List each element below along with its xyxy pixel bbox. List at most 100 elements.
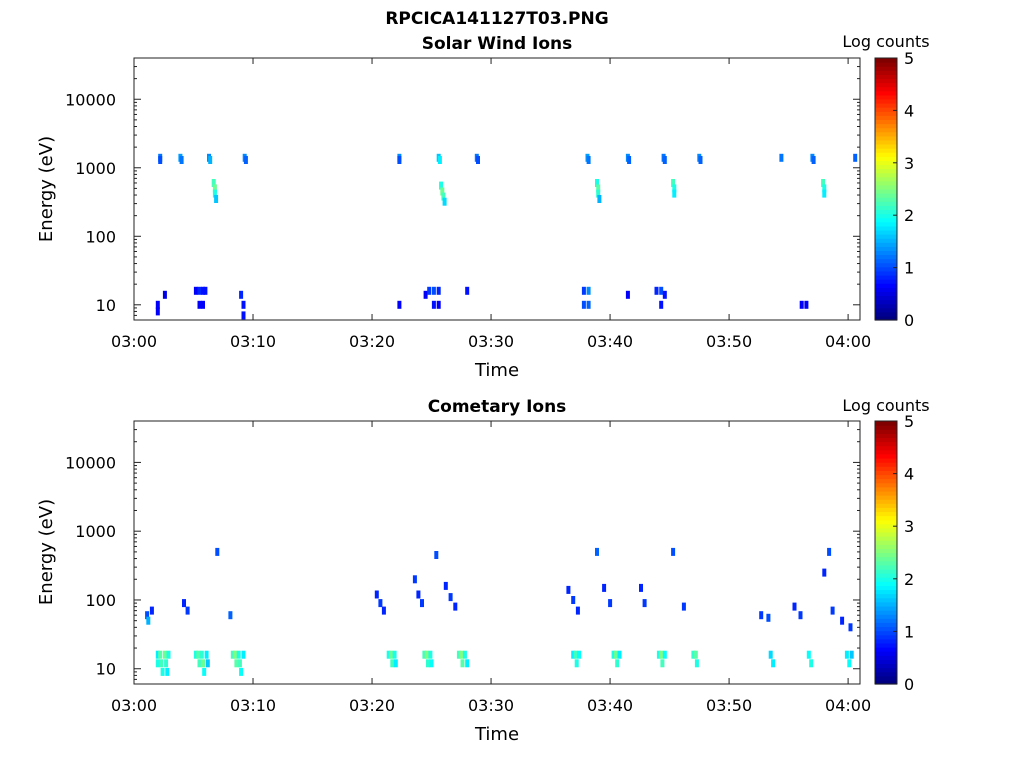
cometary-heatmap-cell xyxy=(453,602,458,611)
cometary-heatmap-cell xyxy=(160,667,165,676)
solar-wind-colorbar-segment xyxy=(875,180,897,186)
cometary-heatmap-cell xyxy=(642,599,647,608)
cometary-colorbar-segment xyxy=(875,597,897,603)
solar-wind-colorbar-segment xyxy=(875,119,897,125)
cometary-heatmap-cell xyxy=(615,659,620,668)
cometary-heatmap-cell xyxy=(196,650,201,659)
cometary-heatmap-cell xyxy=(566,585,571,594)
cometary-colorbar-tick-label: 3 xyxy=(904,517,914,536)
solar-wind-colorbar-segment xyxy=(875,254,897,260)
cometary-colorbar-segment xyxy=(875,536,897,541)
cometary-heatmap-cell xyxy=(827,547,832,556)
solar-wind-heatmap-cell xyxy=(427,286,432,295)
solar-wind-colorbar-segment xyxy=(875,78,897,84)
solar-wind-colorbar-segment xyxy=(875,246,897,251)
solar-wind-colorbar-segment xyxy=(875,197,897,202)
cometary-colorbar-tick-label: 0 xyxy=(904,675,914,694)
solar-wind-colorbar-segment xyxy=(875,266,897,272)
cometary-heatmap-cell xyxy=(571,596,576,604)
cometary-heatmap-cell xyxy=(412,575,417,584)
solar-wind-heatmap-cell xyxy=(423,290,428,299)
solar-wind-heatmap-cell xyxy=(197,286,202,295)
cometary-colorbar-segment xyxy=(875,519,897,525)
solar-wind-colorbar-segment xyxy=(875,193,897,198)
cometary-colorbar-label: Log counts xyxy=(842,396,929,415)
solar-wind-heatmap-cell xyxy=(201,286,205,295)
solar-wind-heatmap-cell xyxy=(436,300,441,309)
solar-wind-plot-area xyxy=(133,57,861,321)
cometary-colorbar-segment xyxy=(875,679,897,685)
solar-wind-heatmap-cell xyxy=(179,156,184,164)
cometary-heatmap-cell xyxy=(809,659,814,668)
solar-wind-colorbar-segment xyxy=(875,283,897,288)
cometary-x-axis-label: Time xyxy=(474,724,519,745)
solar-wind-heatmap-cell xyxy=(436,286,441,295)
solar-wind-heatmap-cell xyxy=(804,300,809,309)
cometary-heatmap-cell xyxy=(611,650,616,659)
cometary-colorbar-segment xyxy=(875,449,897,455)
cometary-heatmap-cell xyxy=(608,599,613,608)
cometary-colorbar-tick-label: 5 xyxy=(904,412,914,431)
cometary-heatmap-cell xyxy=(792,602,797,611)
cometary-heatmap-cell xyxy=(393,659,398,668)
solar-wind-heatmap-cell xyxy=(158,156,163,164)
cometary-heatmap-cell xyxy=(574,659,579,668)
cometary-colorbar-segment xyxy=(875,486,897,492)
cometary-colorbar-segment xyxy=(875,429,897,434)
solar-wind-colorbar-segment xyxy=(875,213,897,219)
solar-wind-heatmap-cell xyxy=(442,197,447,206)
solar-wind-colorbar-segment xyxy=(875,172,897,178)
solar-wind-heatmap-cell xyxy=(431,286,436,295)
solar-wind-colorbar-tick-label: 5 xyxy=(904,49,914,68)
solar-wind-colorbar-segment xyxy=(875,291,897,297)
cometary-colorbar-segment xyxy=(875,523,897,529)
cometary-colorbar-segment xyxy=(875,642,897,648)
cometary-heatmap-cell xyxy=(693,650,698,659)
solar-wind-heatmap-cell xyxy=(212,189,217,198)
cometary-colorbar-tick-label: 2 xyxy=(904,570,914,589)
cometary-heatmap-cell xyxy=(766,613,771,622)
cometary-heatmap-cell xyxy=(390,659,395,668)
cometary-colorbar-segment xyxy=(875,671,897,677)
solar-wind-colorbar-segment xyxy=(875,107,897,112)
cometary-heatmap-cell xyxy=(659,650,664,659)
cometary-heatmap-cell xyxy=(639,583,643,592)
solar-wind-heatmap-cell xyxy=(586,156,591,164)
cometary-heatmap-cell xyxy=(768,650,773,659)
cometary-heatmap-cell xyxy=(237,659,242,668)
figure-title: RPCICA141127T03.PNG xyxy=(385,9,608,29)
cometary-heatmap-cell xyxy=(660,659,665,668)
cometary-heatmap-cell xyxy=(205,659,210,668)
cometary-colorbar-tick-label: 1 xyxy=(904,622,914,641)
solar-wind-colorbar-segment xyxy=(875,143,897,149)
solar-wind-colorbar-segment xyxy=(875,184,897,190)
cometary-colorbar-segment xyxy=(875,614,897,619)
solar-wind-heatmap-cell xyxy=(193,286,198,295)
solar-wind-heatmap-cell xyxy=(627,156,632,164)
cometary-colorbar-segment xyxy=(875,577,897,582)
solar-wind-heatmap-cell xyxy=(439,181,444,190)
solar-wind-heatmap-cell xyxy=(208,156,213,164)
solar-wind-colorbar-segment xyxy=(875,201,897,206)
cometary-x-tick-label: 03:00 xyxy=(111,696,157,715)
solar-wind-colorbar-segment xyxy=(875,90,897,96)
cometary-x-tick-label: 03:40 xyxy=(587,696,633,715)
cometary-colorbar-segment xyxy=(875,507,897,513)
cometary-colorbar-segment xyxy=(875,531,897,537)
cometary-colorbar-segment xyxy=(875,441,897,447)
cometary-heatmap-cell xyxy=(844,650,849,659)
solar-wind-colorbar-segment xyxy=(875,287,897,292)
cometary-colorbar-segment xyxy=(875,601,897,607)
solar-wind-heatmap-cell xyxy=(811,156,816,164)
solar-wind-colorbar-segment xyxy=(875,66,897,71)
solar-wind-heatmap-cell xyxy=(397,156,402,164)
cometary-colorbar-segment xyxy=(875,651,897,656)
cometary-heatmap-cell xyxy=(656,650,661,659)
solar-wind-colorbar-segment xyxy=(875,225,897,231)
cometary-colorbar-segment xyxy=(875,490,897,496)
solar-wind-colorbar-segment xyxy=(875,74,897,80)
solar-wind-heatmap-cell xyxy=(431,300,436,309)
solar-wind-colorbar-segment xyxy=(875,295,897,301)
cometary-heatmap-cell xyxy=(662,650,667,659)
solar-wind-x-tick-label: 03:30 xyxy=(468,332,514,351)
